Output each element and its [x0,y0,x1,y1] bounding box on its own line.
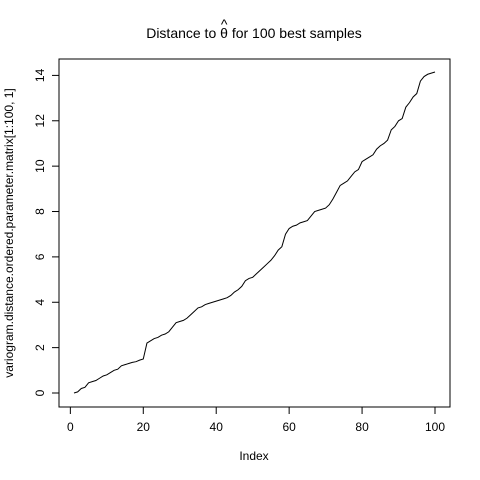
series-group [73,71,436,394]
x-tick-label: 0 [67,420,74,434]
y-tick-label: 14 [33,68,47,82]
y-tick-label: 10 [33,159,47,173]
x-tick-label: 60 [282,420,296,434]
chart-title-theta: θ [220,25,228,41]
y-axis-label: variogram.distance.ordered.parameter.mat… [2,88,16,377]
chart-title-hat: ^ [221,16,228,32]
plot-frame [58,58,451,408]
y-tick-label: 2 [33,344,47,351]
y-tick-label: 0 [33,389,47,396]
x-tick-label: 20 [137,420,151,434]
x-tick-label: 40 [210,420,224,434]
series-line [73,71,436,394]
y-tick-label: 6 [33,253,47,260]
chart-title-suffix: for 100 best samples [228,25,362,41]
chart-title-text: Distance to θ for 100 best samples [146,25,362,41]
x-axis: 0 20 40 60 80 100 [67,406,445,434]
y-tick-label: 4 [33,299,47,306]
y-tick-label: 8 [33,208,47,215]
x-tick-label: 80 [355,420,369,434]
y-tick-label: 12 [33,114,47,128]
y-axis: 0 2 4 6 8 10 12 14 [33,68,60,396]
chart-title: Distance to θ for 100 best samples ^ [146,16,362,41]
chart-title-prefix: Distance to [146,25,220,41]
x-tick-label: 100 [425,420,445,434]
x-axis-label: Index [239,449,268,463]
